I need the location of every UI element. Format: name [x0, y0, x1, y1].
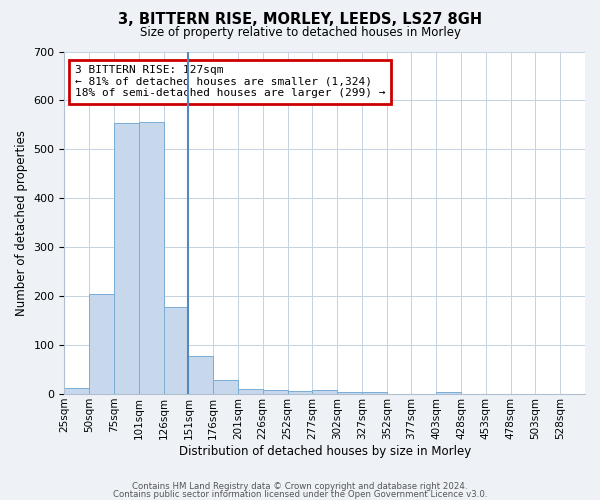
Bar — [287, 390, 313, 394]
Bar — [114, 123, 139, 394]
Text: 3, BITTERN RISE, MORLEY, LEEDS, LS27 8GH: 3, BITTERN RISE, MORLEY, LEEDS, LS27 8GH — [118, 12, 482, 28]
Text: 3 BITTERN RISE: 127sqm
← 81% of detached houses are smaller (1,324)
18% of semi-: 3 BITTERN RISE: 127sqm ← 81% of detached… — [75, 65, 385, 98]
Bar — [238, 389, 263, 394]
Bar — [436, 392, 461, 394]
Bar — [313, 390, 337, 394]
Bar — [188, 356, 213, 394]
Text: Size of property relative to detached houses in Morley: Size of property relative to detached ho… — [139, 26, 461, 39]
X-axis label: Distribution of detached houses by size in Morley: Distribution of detached houses by size … — [179, 444, 471, 458]
Bar — [263, 390, 287, 394]
Bar — [337, 392, 362, 394]
Bar — [139, 122, 164, 394]
Bar — [89, 294, 114, 394]
Y-axis label: Number of detached properties: Number of detached properties — [15, 130, 28, 316]
Text: Contains public sector information licensed under the Open Government Licence v3: Contains public sector information licen… — [113, 490, 487, 499]
Bar — [213, 380, 238, 394]
Bar — [362, 392, 386, 394]
Text: Contains HM Land Registry data © Crown copyright and database right 2024.: Contains HM Land Registry data © Crown c… — [132, 482, 468, 491]
Bar — [164, 307, 188, 394]
Bar — [64, 388, 89, 394]
